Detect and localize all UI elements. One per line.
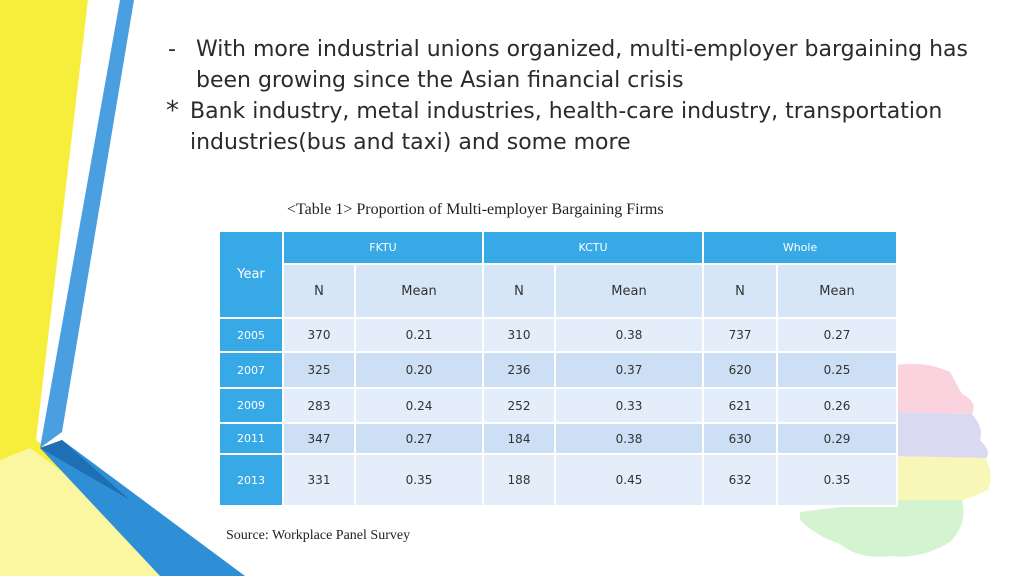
data-cell: 325 [282,351,356,389]
source-note: Source: Workplace Panel Survey [226,528,411,543]
year-cell: 2011 [218,422,284,455]
bullet-list: - With more industrial unions organized,… [162,34,968,158]
table-header-row: Year FKTU KCTU Whole [218,230,899,319]
group-header-whole: Whole [702,230,899,265]
data-cell: 620 [702,351,779,389]
data-cell: 310 [482,317,556,353]
data-cell: 0.29 [776,422,899,455]
data-cell: 331 [282,453,356,507]
year-cell: 2007 [218,351,284,389]
subheader-mean: Mean [354,263,484,319]
table-subheader-row: N Mean N Mean N Mean [219,263,899,319]
data-cell: 630 [702,422,779,455]
yellow-stripe [0,0,230,576]
data-cell: 0.27 [354,422,484,455]
table-caption: <Table 1> Proportion of Multi-employer B… [287,201,664,218]
data-cell: 0.38 [553,317,705,353]
data-cell: 0.38 [553,422,705,455]
bullet-line: industries(bus and taxi) and some more [190,130,631,155]
year-cell: 2009 [218,387,284,424]
map-region-lavender [880,412,988,458]
data-cell: 0.20 [354,351,484,389]
table-row: 2013 331 0.35 188 0.45 632 0.35 [218,453,899,507]
map-region-green [800,500,964,557]
bullet-line: been growing since the Asian financial c… [196,68,684,93]
subheader-n: N [702,263,779,319]
subheader-mean: Mean [776,263,899,319]
bullet-line: Bank industry, metal industries, health-… [190,99,943,124]
data-cell: 0.24 [354,387,484,424]
data-cell: 0.26 [776,387,899,424]
data-cell: 0.45 [553,453,705,507]
data-cell: 370 [282,317,356,353]
dark-blue-triangle [40,440,130,500]
data-cell: 0.21 [354,317,484,353]
data-cell: 184 [482,422,556,455]
group-header-fktu: FKTU [282,230,484,265]
data-cell: 252 [482,387,556,424]
bullet-item-unions: - With more industrial unions organized,… [162,34,968,96]
data-cell: 632 [702,453,779,507]
bargaining-table: Year FKTU KCTU Whole N Mean N Mean N Mea… [218,230,899,507]
data-cell: 0.35 [776,453,899,507]
year-cell: 2005 [218,317,284,353]
subheader-n: N [282,263,356,319]
bullet-item-industries: * Bank industry, metal industries, healt… [162,96,962,158]
data-cell: 236 [482,351,556,389]
table-row: 2007 325 0.20 236 0.37 620 0.25 [218,351,899,389]
data-cell: 188 [482,453,556,507]
table-row: 2011 347 0.27 184 0.38 630 0.29 [218,422,899,455]
data-cell: 347 [282,422,356,455]
data-cell: 621 [702,387,779,424]
bullet-line: With more industrial unions organized, m… [196,37,968,62]
table-row: 2005 370 0.21 310 0.38 737 0.27 [218,317,899,353]
data-cell: 283 [282,387,356,424]
map-region-yellow [880,456,991,500]
asterisk-marker: * [166,96,179,126]
data-cell: 0.37 [553,351,705,389]
blue-stripe [40,0,134,448]
year-header: Year [218,230,284,319]
data-cell: 0.25 [776,351,899,389]
data-cell: 737 [702,317,779,353]
subheader-n: N [482,263,556,319]
dash-marker: - [168,37,176,62]
year-cell: 2013 [218,453,284,507]
data-cell: 0.35 [354,453,484,507]
map-region-pink [880,363,974,414]
group-header-kctu: KCTU [481,230,705,265]
data-cell: 0.33 [553,387,705,424]
subheader-mean: Mean [553,263,705,319]
table-row: 2009 283 0.24 252 0.33 621 0.26 [218,387,899,424]
map-decoration [800,363,991,557]
data-cell: 0.27 [776,317,899,353]
